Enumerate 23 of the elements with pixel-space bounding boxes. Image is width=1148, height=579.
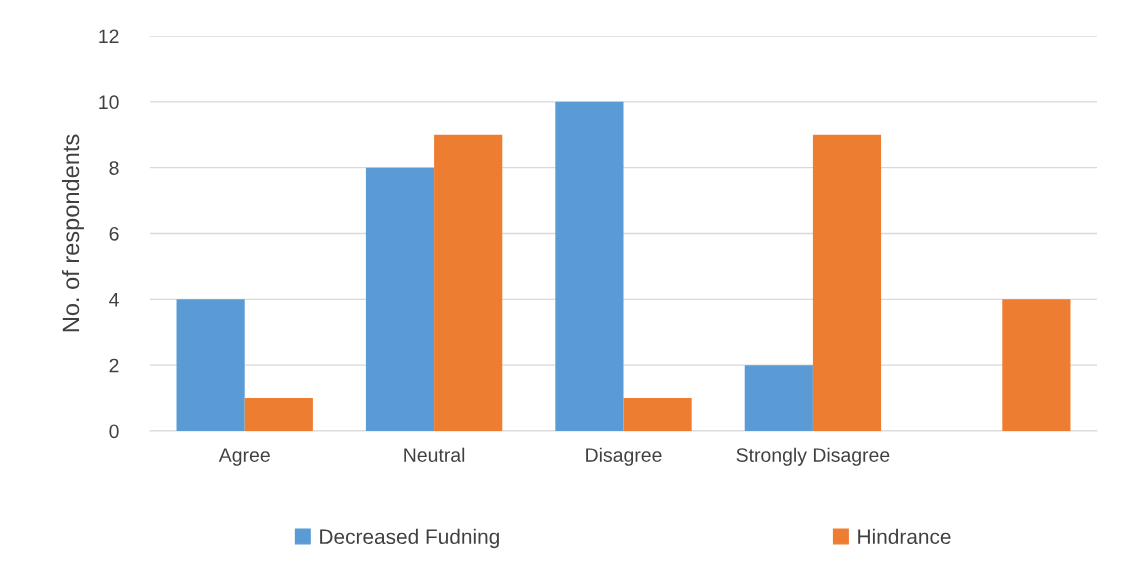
y-tick-label: 4 <box>109 293 119 307</box>
y-tick-label: 6 <box>109 226 119 241</box>
legend-label: Hindrance <box>858 528 951 545</box>
x-tick-label: Agree <box>218 448 270 466</box>
bar <box>623 398 692 431</box>
bar <box>244 398 313 431</box>
x-tick-label: Neutral <box>404 447 465 462</box>
bar <box>1002 299 1071 431</box>
y-tick-label: 12 <box>99 29 119 44</box>
y-tick-label: 2 <box>109 358 119 373</box>
y-tick-label: 10 <box>99 95 119 110</box>
y-tick-label: 0 <box>109 424 119 439</box>
bar <box>176 299 245 431</box>
bar <box>744 365 813 431</box>
legend-label: Decreased Fudning <box>320 528 499 549</box>
y-tick-label: 8 <box>109 161 119 175</box>
x-tick-label: Strongly Disagree <box>736 447 890 466</box>
x-tick-label: Disagree <box>586 447 662 466</box>
bar <box>555 101 624 431</box>
bar <box>812 134 882 431</box>
bar <box>365 167 435 431</box>
bar <box>434 134 503 431</box>
y-axis-title: No. of respondents <box>61 134 84 332</box>
